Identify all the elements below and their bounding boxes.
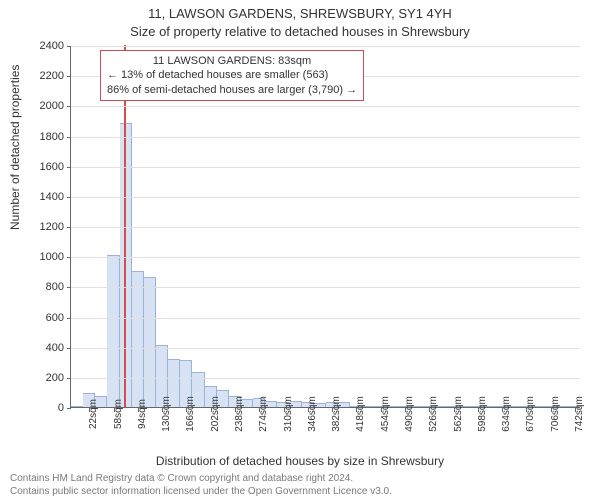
y-tick-mark xyxy=(67,348,71,349)
y-tick-label: 800 xyxy=(46,281,64,293)
gridline xyxy=(71,46,580,47)
footer-line-2: Contains public sector information licen… xyxy=(10,486,392,499)
x-tick-label: 58sqm xyxy=(113,399,124,429)
y-tick-mark xyxy=(67,106,71,107)
histogram-bar xyxy=(71,406,83,407)
gridline xyxy=(71,257,580,258)
annotation-line-3: 86% of semi-detached houses are larger (… xyxy=(107,83,357,97)
y-tick-label: 0 xyxy=(58,402,64,414)
x-tick-label: 274sqm xyxy=(258,396,269,432)
y-tick-label: 1200 xyxy=(40,221,64,233)
y-tick-label: 2200 xyxy=(40,70,64,82)
chart-title-main: 11, LAWSON GARDENS, SHREWSBURY, SY1 4YH xyxy=(0,6,600,21)
x-tick-label: 670sqm xyxy=(525,396,536,432)
y-tick-label: 1400 xyxy=(40,191,64,203)
chart-title-sub: Size of property relative to detached ho… xyxy=(0,24,600,39)
gridline xyxy=(71,227,580,228)
gridline xyxy=(71,106,580,107)
y-tick-mark xyxy=(67,408,71,409)
annotation-box: 11 LAWSON GARDENS: 83sqm ← 13% of detach… xyxy=(100,50,364,101)
footer-line-1: Contains HM Land Registry data © Crown c… xyxy=(10,473,392,486)
histogram-bar xyxy=(132,271,144,407)
annotation-line-1: 11 LAWSON GARDENS: 83sqm xyxy=(107,54,357,68)
y-tick-mark xyxy=(67,257,71,258)
gridline xyxy=(71,137,580,138)
x-axis-label: Distribution of detached houses by size … xyxy=(0,454,600,468)
gridline xyxy=(71,287,580,288)
y-tick-mark xyxy=(67,318,71,319)
x-tick-label: 526sqm xyxy=(428,396,439,432)
x-tick-label: 634sqm xyxy=(501,396,512,432)
x-tick-label: 94sqm xyxy=(137,399,148,429)
y-tick-mark xyxy=(67,197,71,198)
x-tick-label: 418sqm xyxy=(355,396,366,432)
y-tick-mark xyxy=(67,46,71,47)
x-tick-label: 130sqm xyxy=(161,396,172,432)
y-tick-label: 2400 xyxy=(40,40,64,52)
x-tick-label: 346sqm xyxy=(307,396,318,432)
histogram-bar xyxy=(144,277,156,407)
y-tick-mark xyxy=(67,167,71,168)
x-tick-label: 310sqm xyxy=(283,396,294,432)
x-tick-label: 454sqm xyxy=(380,396,391,432)
x-tick-label: 562sqm xyxy=(453,396,464,432)
y-tick-mark xyxy=(67,378,71,379)
y-tick-mark xyxy=(67,76,71,77)
y-tick-label: 1000 xyxy=(40,251,64,263)
figure: 11, LAWSON GARDENS, SHREWSBURY, SY1 4YH … xyxy=(0,0,600,500)
y-tick-label: 600 xyxy=(46,312,64,324)
gridline xyxy=(71,378,580,379)
x-tick-label: 742sqm xyxy=(574,396,585,432)
gridline xyxy=(71,197,580,198)
y-tick-label: 1600 xyxy=(40,161,64,173)
attribution-footer: Contains HM Land Registry data © Crown c… xyxy=(10,473,392,498)
gridline xyxy=(71,167,580,168)
y-tick-mark xyxy=(67,137,71,138)
y-tick-label: 200 xyxy=(46,372,64,384)
y-tick-label: 1800 xyxy=(40,131,64,143)
y-tick-mark xyxy=(67,227,71,228)
x-tick-label: 598sqm xyxy=(477,396,488,432)
y-axis-label: Number of detached properties xyxy=(8,65,22,230)
y-tick-mark xyxy=(67,287,71,288)
y-tick-label: 400 xyxy=(46,342,64,354)
y-tick-label: 2000 xyxy=(40,100,64,112)
x-tick-label: 706sqm xyxy=(550,396,561,432)
x-tick-label: 166sqm xyxy=(185,396,196,432)
x-tick-label: 22sqm xyxy=(88,399,99,429)
x-tick-label: 490sqm xyxy=(404,396,415,432)
x-tick-label: 202sqm xyxy=(210,396,221,432)
gridline xyxy=(71,318,580,319)
annotation-line-2: ← 13% of detached houses are smaller (56… xyxy=(107,68,357,82)
x-tick-label: 382sqm xyxy=(331,396,342,432)
gridline xyxy=(71,348,580,349)
x-tick-label: 238sqm xyxy=(234,396,245,432)
histogram-bar xyxy=(107,255,119,407)
